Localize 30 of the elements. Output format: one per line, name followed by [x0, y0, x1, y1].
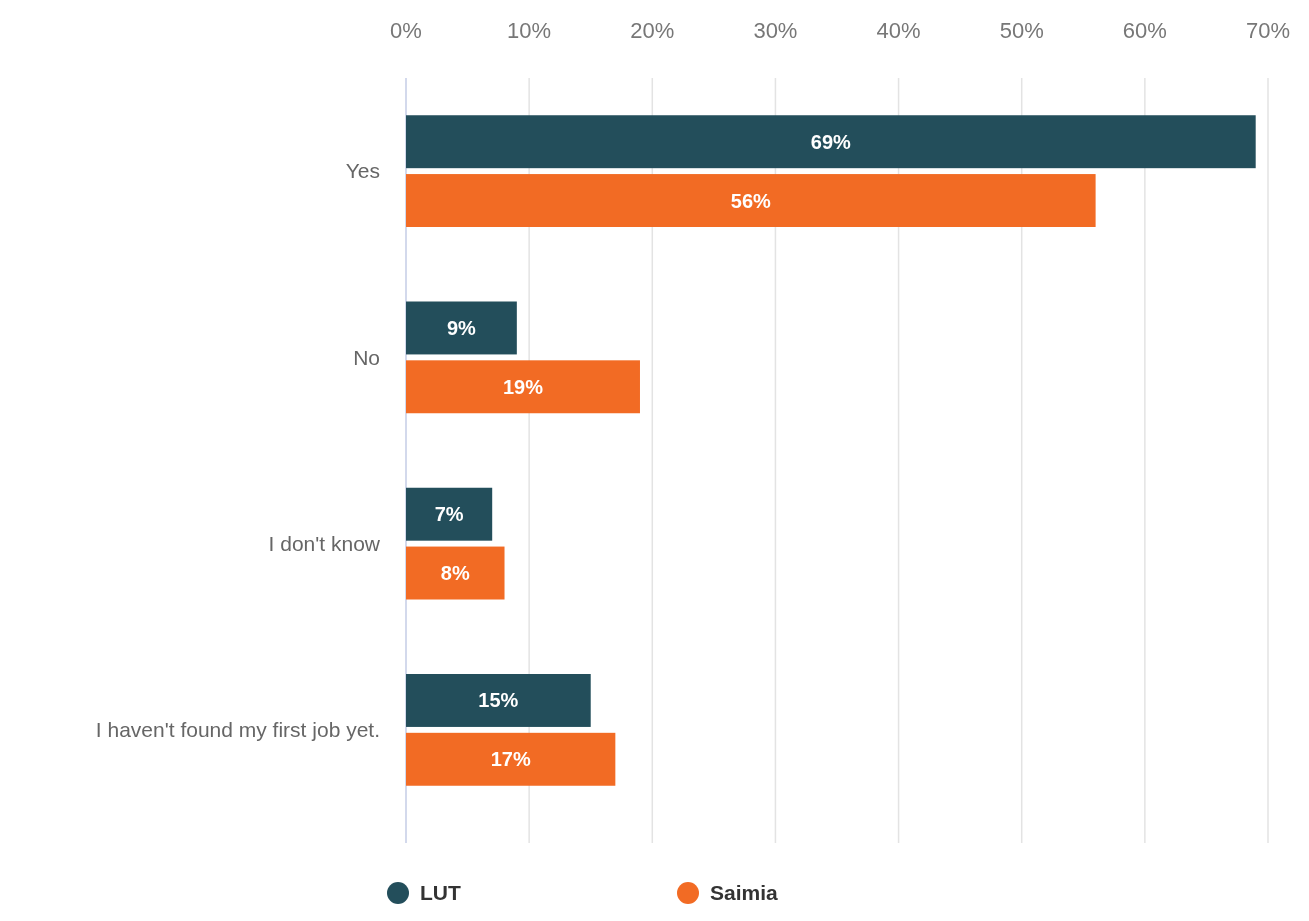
data-label: 19%: [502, 375, 544, 398]
x-tick-label: 70%: [1245, 18, 1291, 43]
legend-label: LUT: [420, 881, 461, 905]
legend-label: Saimia: [710, 881, 779, 905]
bar: [406, 487, 493, 541]
bar: [406, 301, 517, 355]
y-tick-label: I haven't found my first job yet.: [95, 718, 380, 742]
bar: [406, 674, 591, 727]
bar: [406, 115, 1256, 169]
data-label: 9%: [446, 316, 477, 339]
bar: [406, 546, 505, 600]
y-tick-label: No: [353, 345, 380, 369]
x-tick-label: 60%: [1122, 18, 1167, 43]
x-tick-label: 20%: [630, 18, 675, 43]
x-tick-label: 10%: [507, 18, 552, 43]
data-label: 17%: [490, 748, 531, 771]
data-label: 69%: [810, 130, 852, 153]
bar: [406, 360, 640, 414]
x-tick-label: 50%: [999, 18, 1044, 43]
y-tick-label: I don't know: [268, 531, 381, 555]
data-label: 56%: [730, 189, 772, 212]
data-label: 15%: [478, 689, 519, 712]
x-tick-label: 40%: [876, 18, 921, 43]
y-tick-label: Yes: [345, 159, 380, 183]
x-tick-label: 0%: [390, 18, 422, 43]
x-tick-label: 30%: [753, 18, 798, 43]
bar: [406, 732, 616, 786]
bar: [406, 174, 1096, 227]
data-label: 7%: [434, 503, 464, 526]
data-label: 8%: [440, 562, 470, 585]
